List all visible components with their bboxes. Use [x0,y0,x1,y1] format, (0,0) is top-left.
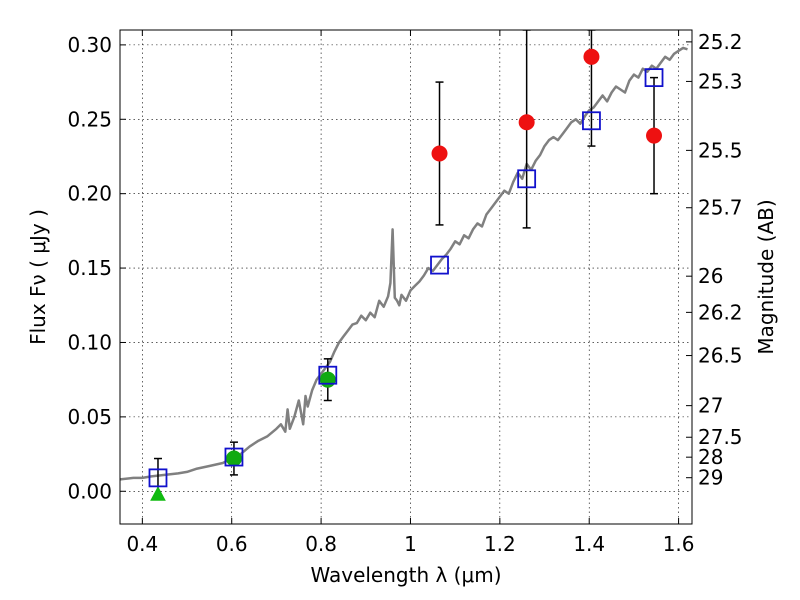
spectrum-line [120,46,688,481]
x-tick-label: 0.8 [305,532,337,556]
y2-tick-label: 25.5 [698,138,743,162]
y2-tick-label: 25.3 [698,69,743,93]
y-tick-label: 0.30 [67,33,112,57]
model-square [148,468,168,488]
model-square [318,365,338,385]
y-tick-label: 0.00 [67,479,112,503]
flux-point [225,450,242,467]
y-tick-label: 0.25 [67,107,112,131]
model-square [582,111,601,131]
x-tick-label: 1.6 [663,532,695,556]
y-axis-label: Flux Fν ( μJy ) [26,209,50,345]
x-tick-label: 1.4 [573,532,605,556]
y2-tick-label: 28 [698,445,723,469]
x-tick-label: 1.2 [484,532,516,556]
model-square [224,447,244,467]
model-square [430,255,449,275]
model-square [517,169,537,189]
y-tick-label: 0.20 [67,182,112,206]
upper-limit-marker [150,486,166,501]
x-tick-label: 0.4 [126,532,158,556]
flux-point [518,114,535,131]
x-tick-label: 0.6 [216,532,248,556]
flux-point [583,48,600,65]
y2-tick-label: 26.2 [698,300,743,324]
y2-tick-label: 25.7 [698,196,743,220]
x-tick-label: 1 [404,532,417,556]
plot-background [120,30,692,524]
y2-tick-label: 26 [698,264,723,288]
y2-tick-label: 27.5 [698,425,743,449]
y2-tick-label: 26.5 [698,344,743,368]
flux-point [646,127,663,144]
y2-tick-label: 25.2 [698,30,743,54]
y2-tick-label: 29 [698,466,723,490]
axis-ticks: 0.4 0.6 0.8 1 1.2 1.4 1.6 0.00 0.05 0.10 0.15 0.20 0… [67,30,742,556]
data-layer [120,30,688,501]
y-tick-label: 0.10 [67,330,112,354]
y-tick-label: 0.15 [67,256,112,280]
plot-frame [119,29,693,525]
flux-point [431,145,448,162]
y2-tick-label: 27 [698,394,723,418]
y2-axis-label: Magnitude (AB) [754,199,778,354]
flux-point [319,371,336,388]
x-axis-label: Wavelength λ (μm) [310,563,501,587]
model-square [644,68,664,88]
y-tick-label: 0.05 [67,405,112,429]
